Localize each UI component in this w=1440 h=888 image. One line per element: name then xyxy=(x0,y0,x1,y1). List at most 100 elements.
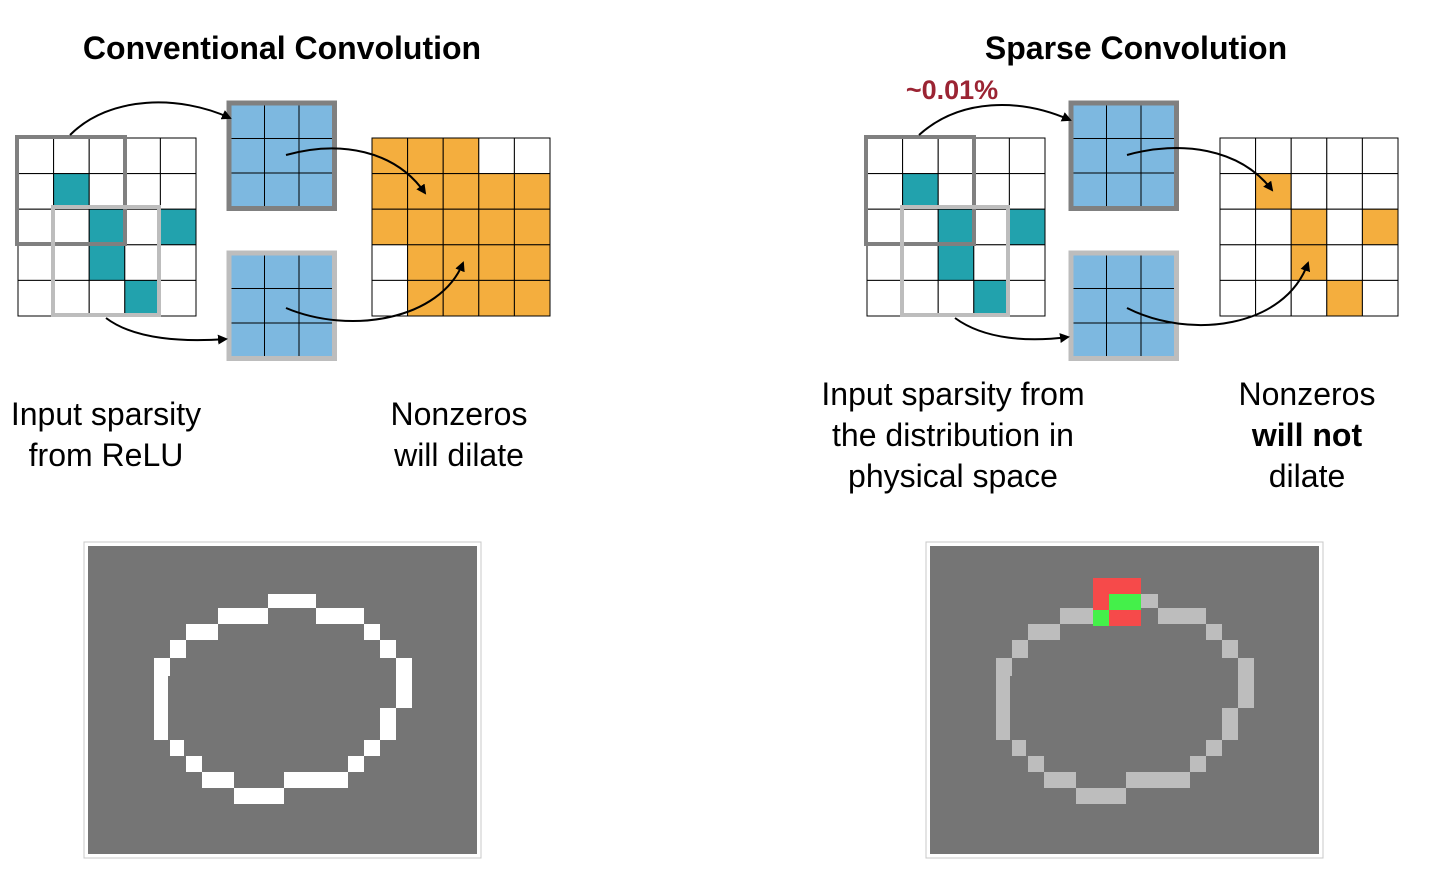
right-window-dark xyxy=(864,135,976,246)
right-kernel-top-cell xyxy=(1140,138,1176,174)
right-kernel-top-cell xyxy=(1106,172,1142,208)
right-output-grid xyxy=(1219,137,1399,317)
right-output-cell xyxy=(1361,173,1399,210)
left-output-cell-active xyxy=(407,208,444,246)
left-arrow-input-to-kernel-top xyxy=(69,101,232,136)
right-arrow-input-to-kernel-top xyxy=(918,104,1072,136)
right-input-cell xyxy=(937,279,975,317)
contour-pixel xyxy=(1012,640,1028,658)
right-output-cell xyxy=(1361,279,1399,317)
left-kernel-top-cell xyxy=(264,172,300,208)
contour-pixel xyxy=(1076,788,1126,804)
contour-pixel xyxy=(1238,676,1254,708)
left-kernel-top-frame xyxy=(226,100,337,211)
left-kernel-top-cell xyxy=(264,138,300,174)
right-input-cell-active xyxy=(902,173,939,210)
contour-pixel xyxy=(380,640,396,658)
right-input-cell xyxy=(1008,137,1046,175)
right-output-cell-active xyxy=(1326,279,1363,317)
right-output-cell xyxy=(1219,208,1257,246)
sparse-contour xyxy=(996,594,1254,804)
left-output-cell xyxy=(513,137,551,175)
left-output-cell xyxy=(371,244,409,281)
left-arrow-input-to-kernel-bottom xyxy=(105,317,228,345)
left-output-grid xyxy=(371,137,551,317)
left-kernel-bottom-cell xyxy=(298,253,334,289)
left-input-cell xyxy=(124,244,161,281)
contour-pixel xyxy=(202,772,234,788)
left-kernel-bottom-frame xyxy=(226,250,337,361)
right-arrow-input-to-kernel-bottom xyxy=(954,317,1070,343)
left-arrow-kernel-top-to-output xyxy=(285,147,427,195)
left-input-cell xyxy=(159,173,197,210)
left-input-cell xyxy=(88,137,126,175)
left-input-cell xyxy=(53,244,90,281)
contour-pixel xyxy=(364,624,380,640)
right-kernel-bottom-cell xyxy=(1140,322,1176,358)
left-output-cell-active xyxy=(442,137,480,175)
contour-pixel xyxy=(234,788,284,804)
contour-pixel xyxy=(996,658,1012,676)
left-input-cell xyxy=(159,279,197,317)
left-kernel-bottom-cell xyxy=(264,253,300,289)
left-output-cell-active xyxy=(442,208,480,246)
left-kernel-top-cell xyxy=(264,103,300,139)
left-input-cell xyxy=(124,208,161,246)
left-input-cell xyxy=(159,244,197,281)
left-output-caption-line2: will dilate xyxy=(393,437,524,473)
right-kernel-top-cell xyxy=(1106,138,1142,174)
right-kernel-bottom-cell xyxy=(1071,288,1107,324)
left-output-caption-line1: Nonzeros xyxy=(391,396,528,432)
left-output-cell-active xyxy=(478,279,515,317)
right-input-cell-active xyxy=(973,279,1010,317)
left-output-cell-active xyxy=(513,244,551,281)
right-input-cell xyxy=(902,137,939,175)
left-input-cell xyxy=(53,208,90,246)
left-input-cell xyxy=(159,137,197,175)
right-input-cell-active xyxy=(937,244,975,281)
left-input-cell xyxy=(124,137,161,175)
left-output-cell xyxy=(371,279,409,317)
right-input-caption-line3: physical space xyxy=(848,458,1058,494)
right-input-cell xyxy=(973,137,1010,175)
right-output-cell xyxy=(1219,244,1257,281)
contour-pixel xyxy=(1190,756,1206,772)
right-input-cell xyxy=(1008,244,1046,281)
sparse-contour-canvas xyxy=(925,541,1324,859)
contour-pixel xyxy=(1206,624,1222,640)
right-input-cell xyxy=(902,244,939,281)
contour-pixel xyxy=(380,708,396,740)
right-arrow-kernel-top-to-output xyxy=(1126,147,1274,192)
contour-pixel xyxy=(1222,708,1238,740)
right-input-cell xyxy=(866,279,904,317)
right-input-cell xyxy=(1008,173,1046,210)
right-arrow-kernel-bottom-to-output xyxy=(1126,261,1311,326)
right-kernel-top-cell xyxy=(1071,172,1107,208)
contour-pixel xyxy=(316,608,364,624)
left-input-cell xyxy=(53,279,90,317)
right-input-cell xyxy=(973,173,1010,210)
contour-pixel xyxy=(1044,772,1076,788)
sparse-active-site-highlight xyxy=(1093,578,1141,626)
left-output-cell xyxy=(478,137,515,175)
right-output-cell xyxy=(1219,279,1257,317)
right-output-cell xyxy=(1290,279,1328,317)
right-kernel-top-cell xyxy=(1071,138,1107,174)
right-kernel-top-cell xyxy=(1140,172,1176,208)
left-output-cell-active xyxy=(478,173,515,210)
left-input-cell xyxy=(17,173,55,210)
conventional-contour xyxy=(154,594,412,804)
right-output-caption-line3: dilate xyxy=(1269,458,1346,494)
right-output-cell xyxy=(1255,244,1292,281)
right-output-cell xyxy=(1219,173,1257,210)
contour-pixel xyxy=(396,676,412,708)
contour-pixel xyxy=(1126,772,1190,788)
left-input-cell-active xyxy=(53,173,90,210)
right-output-cell xyxy=(1361,244,1399,281)
right-kernel-top-cell xyxy=(1106,103,1142,139)
left-input-cell xyxy=(88,173,126,210)
right-output-caption-bold: will not xyxy=(1251,417,1363,453)
right-kernel-bottom xyxy=(1068,250,1179,361)
right-window-light xyxy=(900,205,1010,317)
